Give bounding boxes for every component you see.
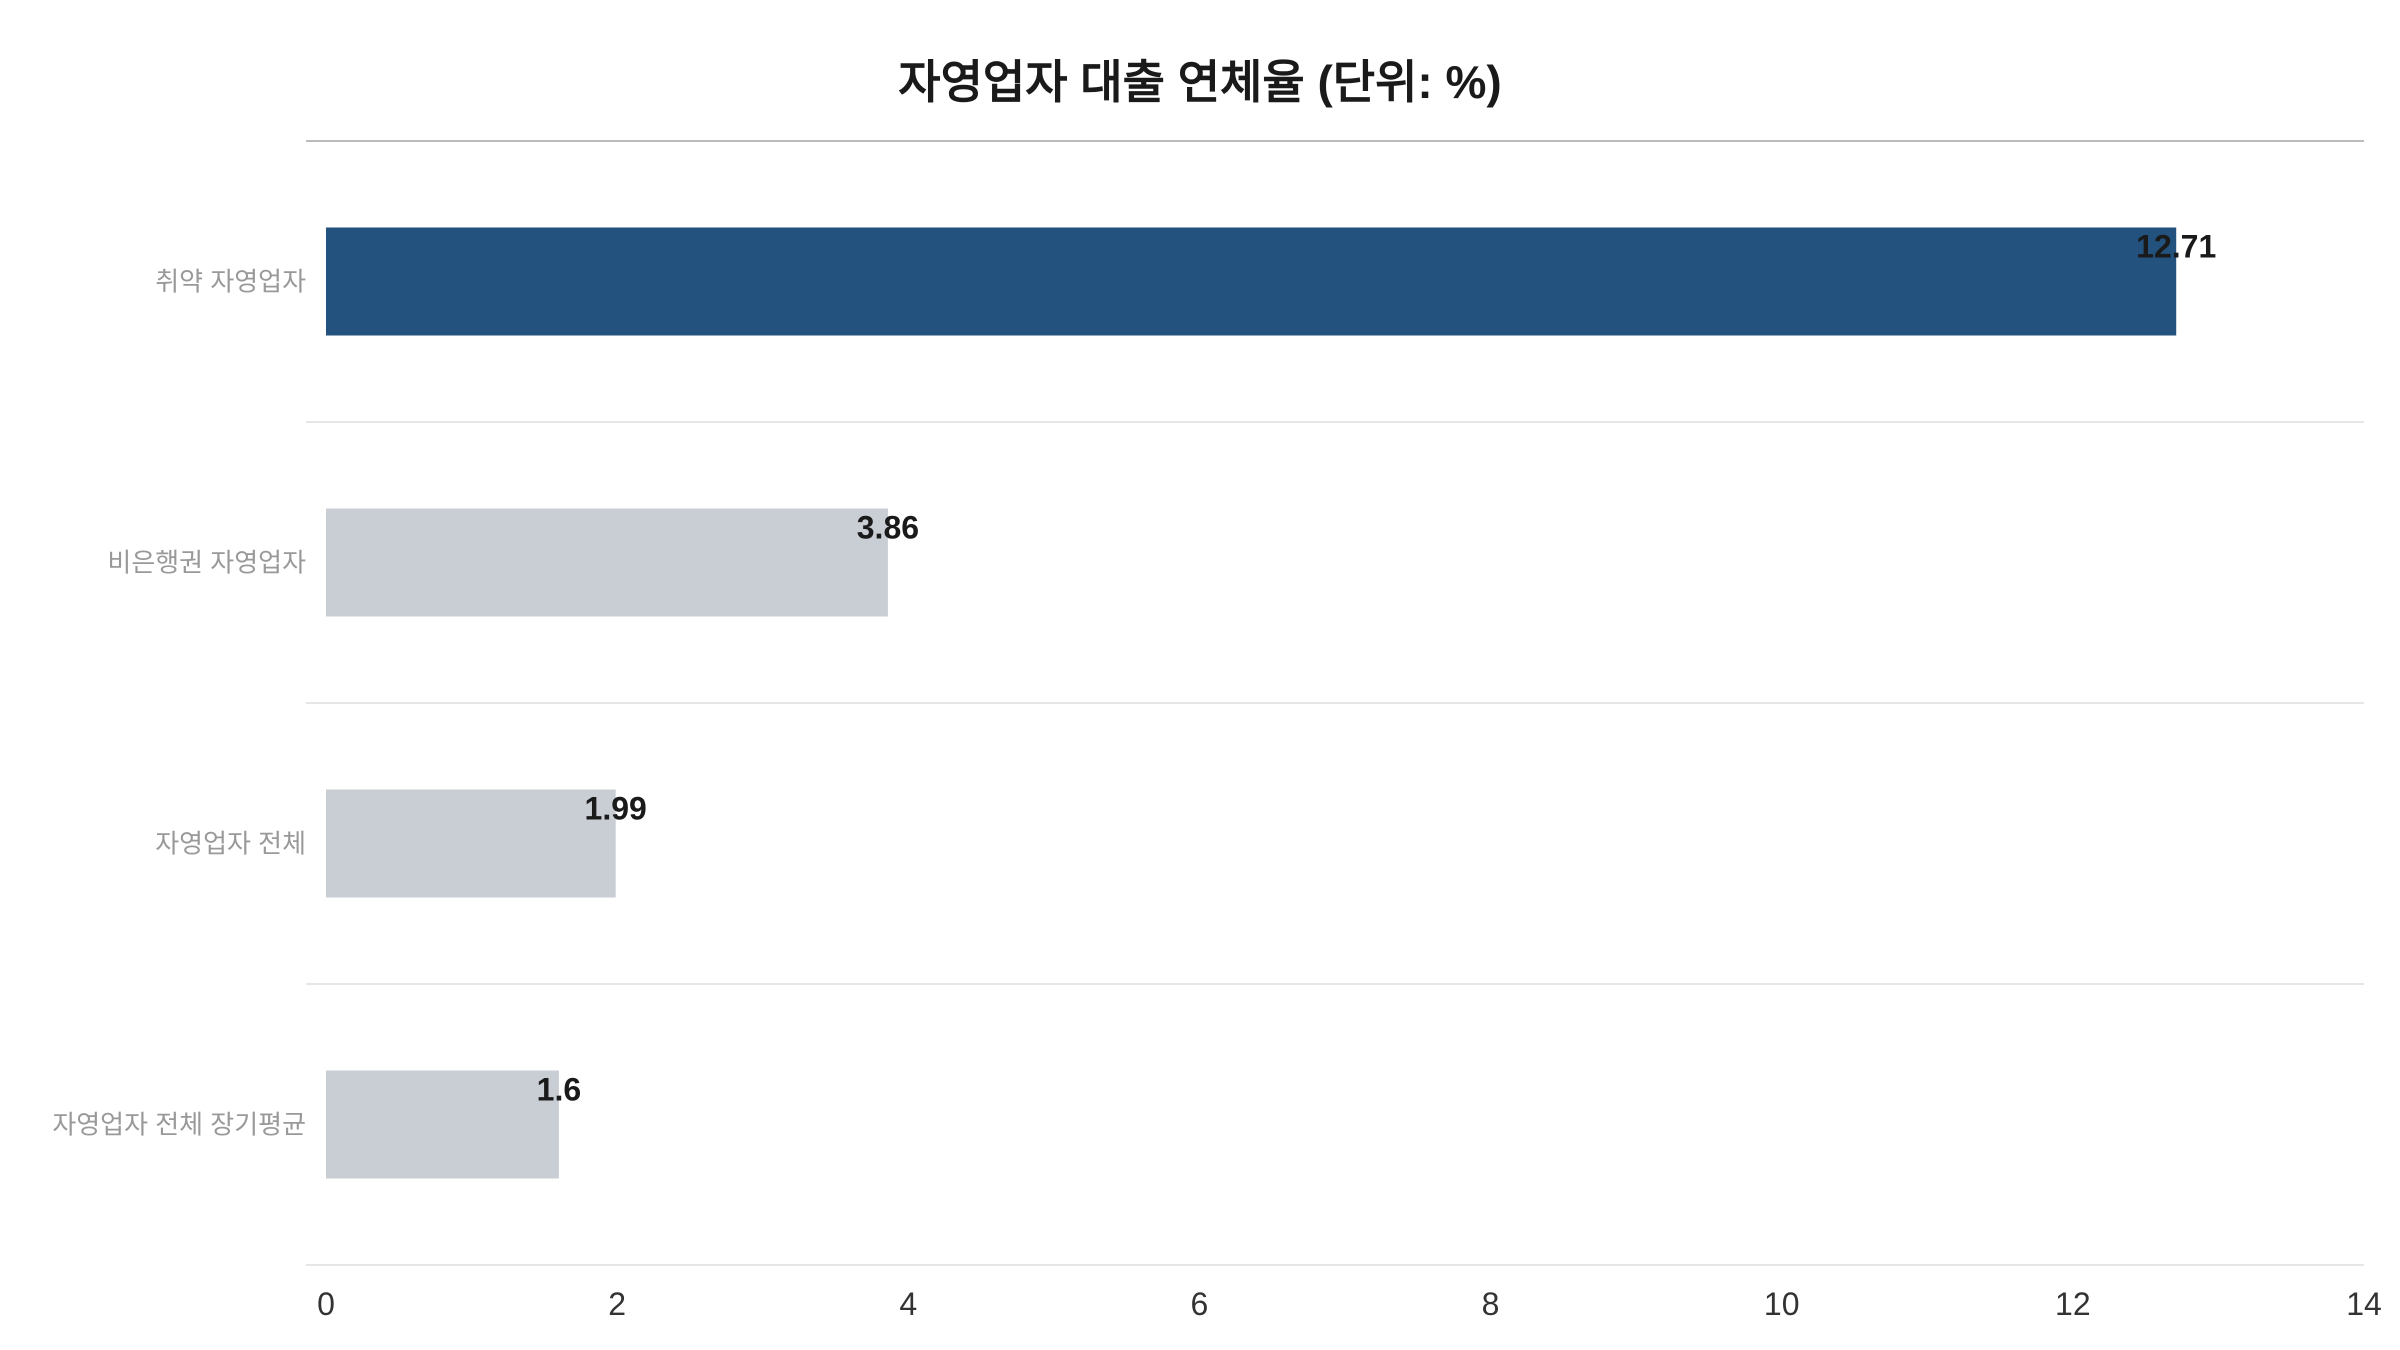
data-label: 3.86 [857,510,919,546]
data-label: 1.6 [537,1072,581,1108]
bar-4 [326,1070,559,1179]
data-label: 1.99 [585,791,647,827]
data-label: 12.71 [2136,229,2216,265]
x-tick-label: 14 [2346,1286,2382,1322]
category-label: 비은행권 자영업자 [107,548,306,578]
bar-1 [326,227,2177,336]
x-tick-label: 6 [1191,1286,1209,1322]
x-tick-label: 0 [317,1286,335,1322]
x-tick-label: 4 [899,1286,917,1322]
category-label: 자영업자 전체 장기평균 [52,1110,306,1140]
x-tick-label: 8 [1482,1286,1500,1322]
category-label: 자영업자 전체 [155,829,306,859]
x-tick-label: 12 [2055,1286,2091,1322]
x-tick-label: 2 [608,1286,626,1322]
bar-2 [326,508,888,617]
x-tick-label: 10 [1764,1286,1800,1322]
category-label: 취약 자영업자 [155,267,306,297]
bar-3 [326,789,616,898]
chart-title: 자영업자 대출 연체율 (단위: %) [898,56,1502,108]
